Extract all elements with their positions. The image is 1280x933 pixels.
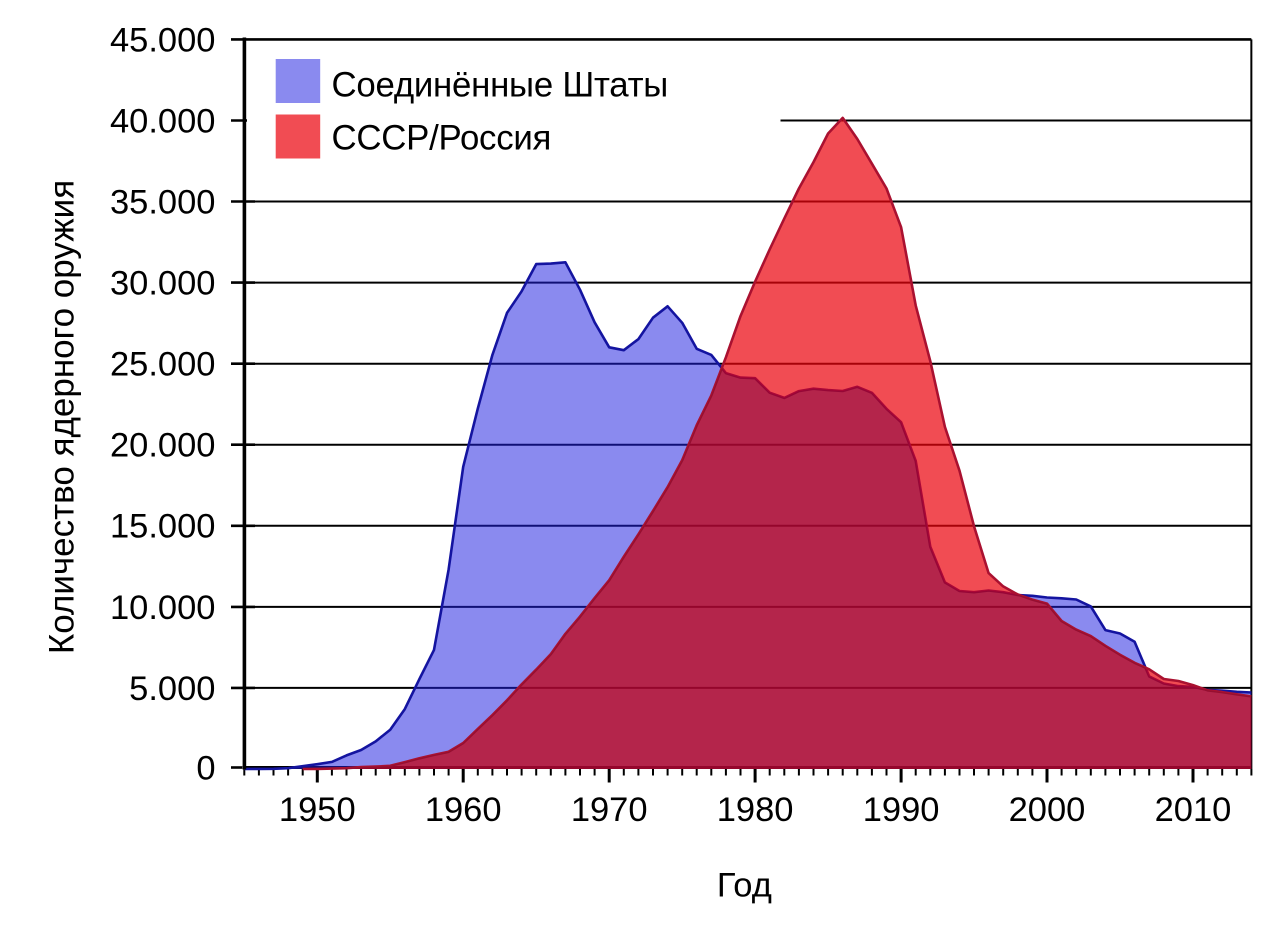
svg-text:40.000: 40.000 (110, 102, 216, 140)
svg-text:10.000: 10.000 (110, 589, 216, 627)
svg-text:25.000: 25.000 (110, 346, 216, 384)
svg-text:Соединённые Штаты: Соединённые Штаты (332, 65, 669, 104)
svg-text:5.000: 5.000 (129, 670, 215, 708)
svg-text:Количество ядерного оружия: Количество ядерного оружия (43, 180, 82, 654)
svg-text:35.000: 35.000 (110, 183, 216, 221)
svg-text:Год: Год (717, 866, 772, 904)
svg-text:20.000: 20.000 (110, 427, 216, 465)
svg-text:1980: 1980 (717, 791, 794, 829)
svg-text:СССР/Россия: СССР/Россия (332, 119, 552, 158)
svg-text:1990: 1990 (863, 791, 940, 829)
svg-text:1960: 1960 (425, 791, 502, 829)
svg-text:45.000: 45.000 (110, 21, 216, 59)
svg-text:30.000: 30.000 (110, 265, 216, 303)
svg-text:1950: 1950 (279, 791, 356, 829)
svg-text:0: 0 (196, 750, 215, 788)
svg-text:15.000: 15.000 (110, 508, 216, 546)
svg-text:2000: 2000 (1009, 791, 1086, 829)
svg-text:2010: 2010 (1155, 791, 1232, 829)
svg-text:1970: 1970 (571, 791, 648, 829)
